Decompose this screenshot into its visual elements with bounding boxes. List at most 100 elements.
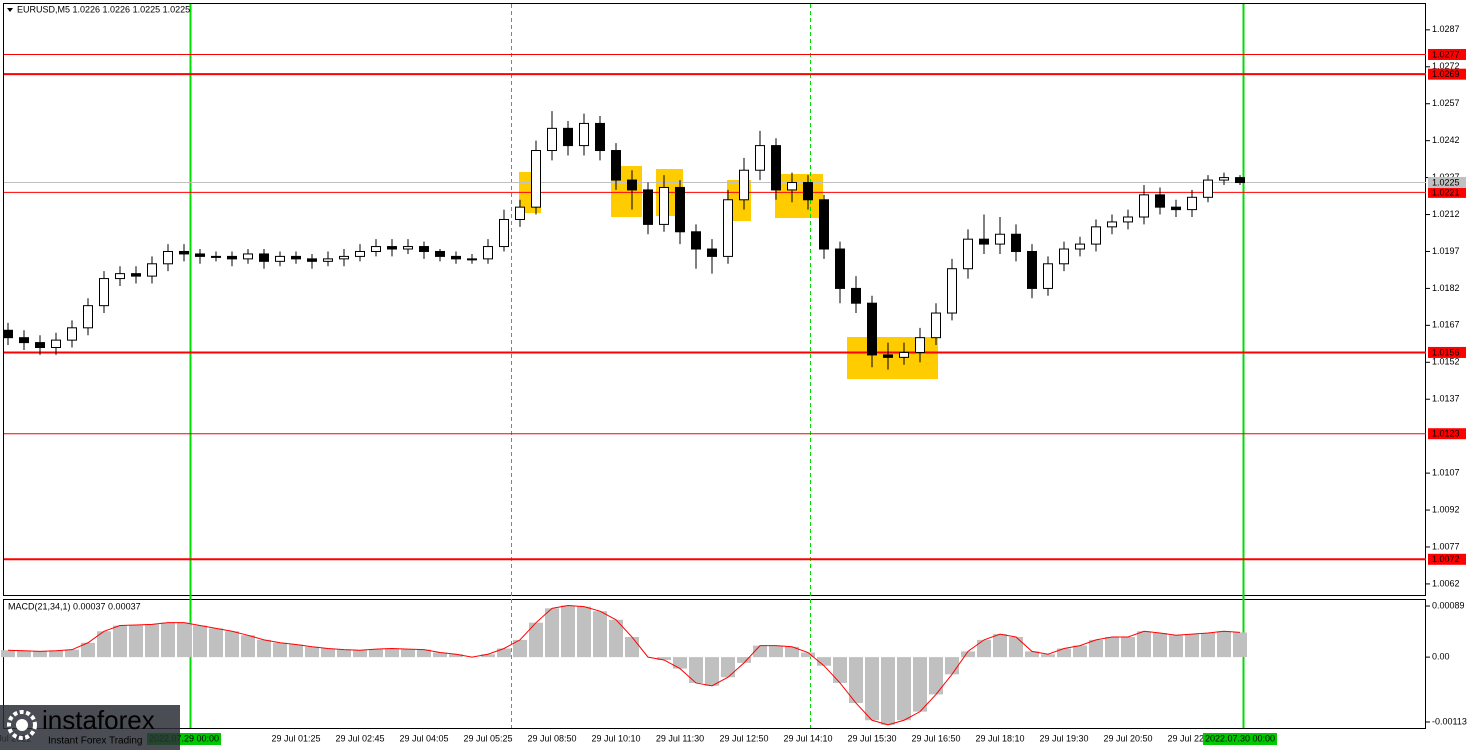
candle-body [83,305,93,329]
y-tick-label: 1.0152 [1432,357,1460,367]
macd-bar [257,639,271,658]
candle-body [403,246,413,250]
macd-bar [289,644,303,658]
candle-body [1123,216,1133,223]
macd-bar [209,628,223,658]
candle-body [1155,194,1165,208]
level-tag [1428,428,1466,440]
y-tick-label: 1.0257 [1432,98,1460,108]
logo-tagline: Instant Forex Trading [48,736,143,747]
x-tick-label: 29 Jul 08:50 [527,733,576,743]
candle-body [227,255,237,260]
macd-bar [161,622,175,658]
macd-bar [449,654,463,658]
macd-bar [369,649,383,658]
candle-body [1235,177,1245,184]
macd-bar [353,650,367,658]
candle-body [627,179,637,191]
macd-bar [721,657,735,678]
macd-bar [497,648,511,658]
logo-name: instaforex [42,705,155,735]
candle-body [835,248,845,289]
candle-body [275,255,285,262]
candle-body [515,206,525,220]
level-tag-label: 1.0072 [1432,554,1460,564]
x-tick-label: 2022.07.29 00:00 [149,733,219,743]
logo: instaforex Instant Forex Trading [0,705,180,750]
macd-bar [305,646,319,658]
main-panel-frame [3,3,1426,596]
candle-body [483,246,493,260]
candle-body [995,233,1005,245]
candle-body [803,182,813,201]
candle-body [963,238,973,270]
macd-bar [385,648,399,658]
candle-body [755,145,765,171]
y-tick-label: 1.0167 [1432,320,1460,330]
candle-body [915,337,925,353]
candle-body [947,268,957,314]
candle-body [595,122,605,152]
macd-bar [1169,635,1183,658]
macd-bar [1121,637,1135,658]
candle-body [371,246,381,252]
macd-bar [1025,651,1039,658]
menu-arrow [7,8,13,12]
macd-bar [769,645,783,658]
macd-bar [1185,634,1199,658]
macd-bar [113,625,127,658]
candle-body [163,250,173,265]
candle-body [1107,221,1117,228]
macd-bar [145,624,159,658]
candle-body [691,231,701,250]
level-tag-label: 1.0225 [1432,177,1460,187]
macd-bar [1233,632,1247,658]
macd-tick-label: 0.00 [1432,651,1450,661]
candle-body [467,258,477,261]
macd-bar [97,631,111,658]
y-tick-label: 1.0137 [1432,394,1460,404]
macd-bar [577,606,591,658]
x-tick-label: 29 Jul 18:10 [975,733,1024,743]
x-tick-label: 29 Jul 16:50 [911,733,960,743]
macd-bar [193,625,207,658]
y-tick-label: 1.0242 [1432,135,1460,145]
macd-bar [961,651,975,658]
candle-body [291,255,301,260]
candle-body [867,302,877,356]
x-tick-label: 29 Jul 19:30 [1039,733,1088,743]
candle-body [211,255,221,258]
macd-bar [337,649,351,658]
macd-bar [977,639,991,658]
macd-bar [273,642,287,658]
level-tag-label: 1.0156 [1432,347,1460,357]
macd-bar [993,634,1007,658]
macd-bar [897,657,911,721]
candle-body [1091,226,1101,245]
macd-bar [913,657,927,712]
macd-bar [481,654,495,658]
macd-bar [881,657,895,725]
macd-bar [817,657,831,666]
macd-bar [433,652,447,658]
level-tag [1428,553,1466,565]
level-tag [1428,346,1466,358]
macd-bar [1057,648,1071,658]
macd-bar [529,622,543,658]
macd-bar [417,649,431,658]
candle-body [611,150,621,181]
candle-body [339,255,349,260]
candle-body [819,199,829,250]
macd-bar [945,657,959,675]
candle-body [707,248,717,257]
candle-body [419,246,429,252]
macd-bar [737,657,751,663]
macd-bar [785,646,799,658]
x-tick-label: 29 Jul 02:45 [335,733,384,743]
candle-body [435,250,445,257]
candle-body [99,278,109,307]
y-tick-label: 1.0182 [1432,283,1460,293]
macd-bar [1089,639,1103,658]
macd-bar [33,651,47,658]
